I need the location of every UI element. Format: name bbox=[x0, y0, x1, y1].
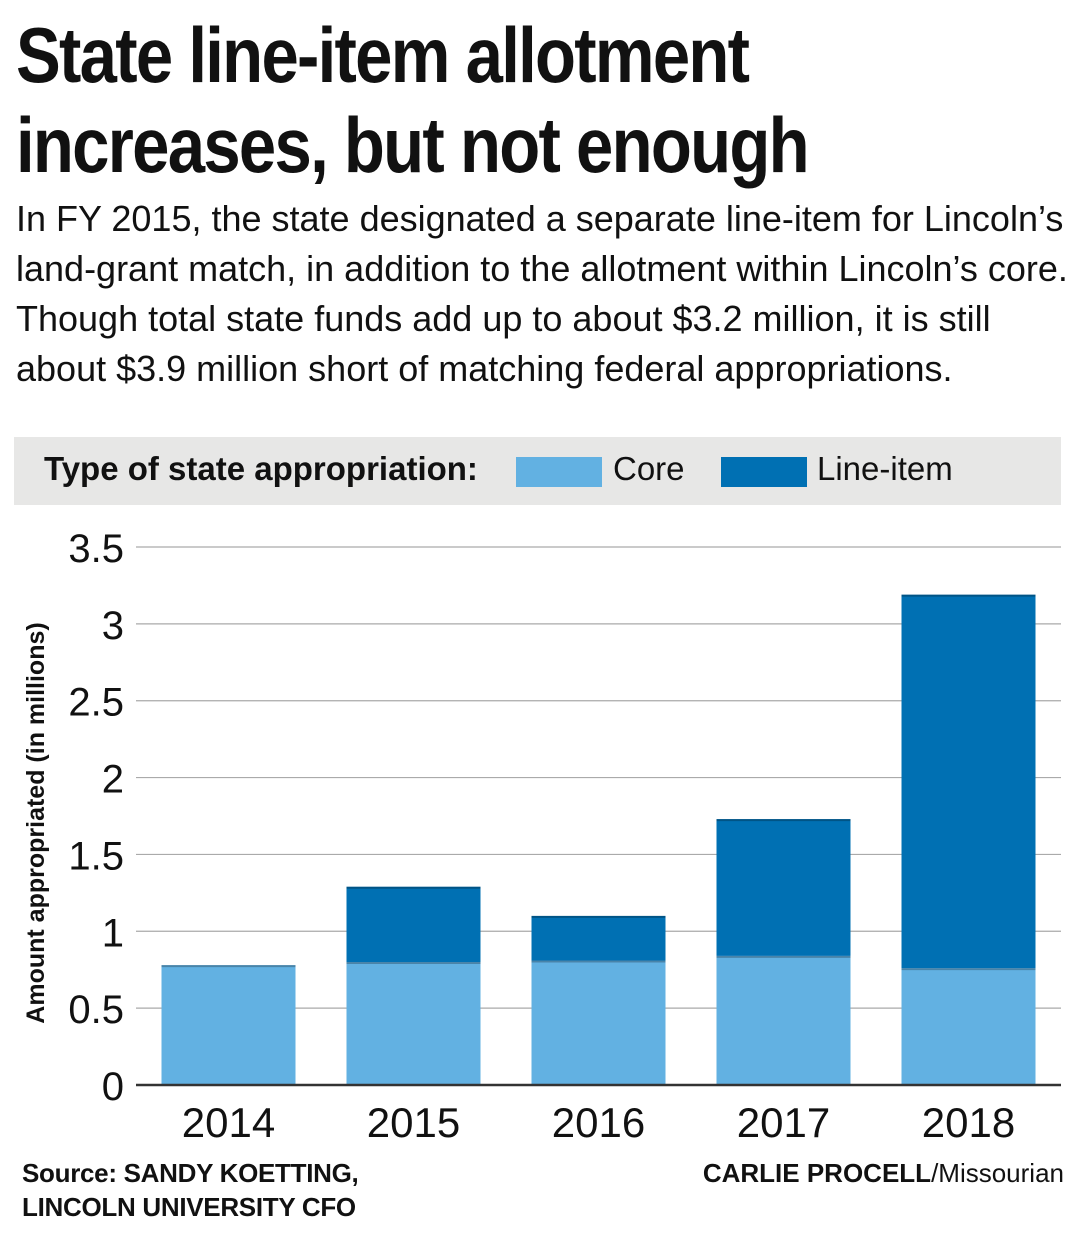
legend-label: Type of state appropriation: bbox=[44, 450, 478, 487]
source-note: Source: SANDY KOETTING, LINCOLN UNIVERSI… bbox=[22, 1156, 359, 1224]
legend-swatch-core bbox=[516, 457, 602, 487]
credit-org: /Missourian bbox=[931, 1158, 1064, 1188]
bar-core-2017 bbox=[716, 955, 851, 1085]
legend-swatch-line-item bbox=[721, 457, 807, 487]
x-tick-label: 2017 bbox=[737, 1099, 830, 1146]
bar-core-2014 bbox=[161, 965, 296, 1085]
source-line-2: LINCOLN UNIVERSITY CFO bbox=[22, 1192, 356, 1222]
legend: Type of state appropriation: Core Line-i… bbox=[14, 437, 1061, 505]
y-tick-label: 3.5 bbox=[68, 527, 124, 571]
y-axis-title: Amount appropriated (in millions) bbox=[22, 622, 50, 1023]
bar-core-2016 bbox=[531, 960, 666, 1085]
legend-text-line-item: Line-item bbox=[817, 450, 953, 487]
bar-line-item-2016 bbox=[531, 915, 666, 961]
x-tick-label: 2018 bbox=[922, 1099, 1015, 1146]
credit-name: CARLIE PROCELL bbox=[702, 1158, 932, 1188]
y-tick-label: 0.5 bbox=[68, 988, 124, 1032]
source-line-1: Source: SANDY KOETTING, bbox=[22, 1158, 359, 1188]
y-tick-label: 1 bbox=[102, 911, 124, 955]
y-tick-label: 3 bbox=[102, 604, 124, 648]
bar-line-item-2017 bbox=[716, 819, 851, 956]
legend-text-core: Core bbox=[613, 450, 685, 487]
x-tick-label: 2016 bbox=[552, 1099, 645, 1146]
title-line-1: State line-item allotment bbox=[16, 11, 750, 99]
x-tick-label: 2015 bbox=[367, 1099, 460, 1146]
bar-core-2015 bbox=[346, 962, 481, 1085]
y-tick-label: 1.5 bbox=[68, 834, 124, 878]
bar-line-item-2015 bbox=[346, 886, 481, 963]
y-tick-label: 0 bbox=[102, 1065, 124, 1109]
title-line-2: increases, but not enough bbox=[16, 101, 810, 189]
chart-subtitle: In FY 2015, the state designated a separ… bbox=[16, 198, 1068, 389]
y-tick-label: 2.5 bbox=[68, 681, 124, 725]
bar-core-2018 bbox=[901, 968, 1036, 1085]
y-tick-label: 2 bbox=[102, 758, 124, 802]
credit: CARLIE PROCELL/Missourian bbox=[703, 1156, 1064, 1190]
stacked-bar-chart: 0 0.5 1 1.5 2 2.5 3 3.5 Amount appropriated (in … bbox=[22, 527, 1061, 1146]
bar-line-item-2018 bbox=[901, 594, 1036, 969]
x-tick-label: 2014 bbox=[182, 1099, 275, 1146]
chart-title: State line-item allotment increases, but… bbox=[16, 10, 928, 190]
